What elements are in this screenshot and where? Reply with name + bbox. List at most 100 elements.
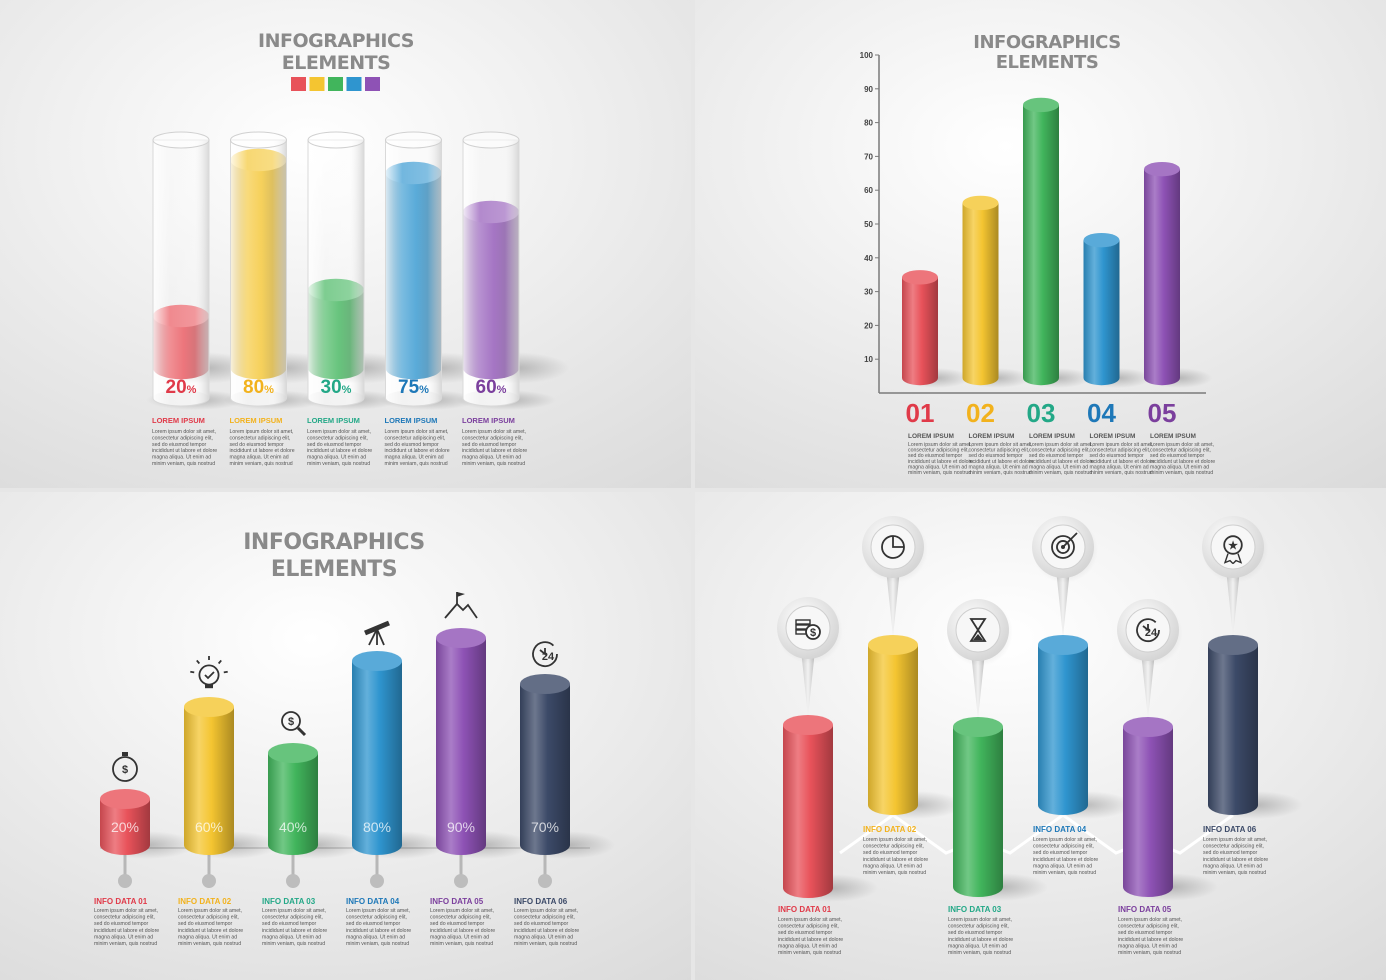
legend-swatch-2 bbox=[309, 77, 325, 91]
y-tick-label-50: 50 bbox=[864, 220, 873, 229]
glass-tube-2 bbox=[230, 139, 287, 407]
pin-stem-4 bbox=[1056, 569, 1070, 637]
category-6-body-line-6: minim veniam, quis nostrud bbox=[514, 941, 577, 947]
value-unit-3: % bbox=[342, 384, 352, 396]
category-5-body-line-2: consectetur adipiscing elit, bbox=[430, 915, 491, 921]
caption-2-body-line-2: consectetur adipiscing elit, bbox=[230, 435, 291, 441]
category-1-body-line-2: consectetur adipiscing elit, bbox=[94, 915, 155, 921]
category-label-1: 01 bbox=[906, 398, 935, 428]
category-label-3: INFO DATA 03 bbox=[948, 905, 1002, 914]
category-3-body-line-2: consectetur adipiscing elit, bbox=[948, 924, 1009, 930]
category-3-body-line-3: sed do eiusmod tempor bbox=[948, 930, 1002, 936]
caption-2-body-line-1: Lorem ipsum dolor sit amet, bbox=[969, 442, 1033, 448]
panel-3-background bbox=[0, 492, 691, 980]
category-6-body-line-4: incididunt ut labore et dolore bbox=[1203, 857, 1268, 863]
caption-5-body-line-5: magna aliqua. Ut enim ad bbox=[462, 455, 521, 461]
category-6-body-line-4: incididunt ut labore et dolore bbox=[514, 928, 579, 934]
caption-5-body-line-4: incididunt ut labore et dolore bbox=[462, 448, 527, 454]
legend-swatch-1 bbox=[291, 77, 306, 91]
caption-5-body-line-6: minim veniam, quis nostrud bbox=[462, 461, 525, 467]
caption-3-body-line-2: consectetur adipiscing elit, bbox=[307, 435, 368, 441]
glass-tube-rim-2 bbox=[230, 131, 287, 149]
category-1-body-line-2: consectetur adipiscing elit, bbox=[778, 924, 839, 930]
target-arrow bbox=[1062, 532, 1078, 548]
coins-dollar-icon: $ bbox=[795, 619, 821, 640]
category-5-body-line-4: incididunt ut labore et dolore bbox=[430, 928, 495, 934]
category-label-2: 02 bbox=[966, 398, 995, 428]
caption-3-body-line-5: magna aliqua. Ut enim ad bbox=[1029, 464, 1088, 470]
bar-4-top bbox=[352, 651, 402, 671]
value-label-4: 80% bbox=[363, 819, 391, 835]
caption-5-body-line-3: sed do eiusmod tempor bbox=[1150, 453, 1204, 459]
bar-3 bbox=[268, 753, 318, 855]
clock-arc bbox=[532, 641, 558, 668]
glass-tube-1 bbox=[152, 139, 210, 407]
value-number-3: 30 bbox=[321, 377, 342, 398]
caption-4-body-line-2: consectetur adipiscing elit, bbox=[385, 435, 446, 441]
category-label-3: 03 bbox=[1027, 398, 1056, 428]
caption-2-body-line-1: Lorem ipsum dolor sit amet, bbox=[230, 429, 294, 435]
value-label-4: 75% bbox=[398, 377, 429, 398]
category-label-2: INFO DATA 02 bbox=[178, 897, 232, 906]
bar-stem-dot-2 bbox=[202, 874, 216, 888]
category-6-body-line-2: consectetur adipiscing elit, bbox=[514, 915, 575, 921]
category-5-body-line-1: Lorem ipsum dolor sit amet, bbox=[1118, 917, 1182, 923]
bulb-ray-4 bbox=[190, 670, 195, 674]
pin-stem-3 bbox=[971, 652, 985, 719]
value-label-5: 90% bbox=[447, 819, 475, 835]
value-number-1: 20 bbox=[166, 377, 187, 398]
category-1-body-line-1: Lorem ipsum dolor sit amet, bbox=[94, 908, 158, 914]
caption-3-body-line-5: magna aliqua. Ut enim ad bbox=[307, 455, 366, 461]
bar-6 bbox=[1208, 645, 1258, 815]
value-label-5: 60% bbox=[476, 377, 507, 398]
panel-2-title-line-1: INFOGRAPHICS bbox=[973, 32, 1120, 53]
category-3-body-line-4: incididunt ut labore et dolore bbox=[262, 928, 327, 934]
bar-stem-dot-3 bbox=[286, 874, 300, 888]
category-2-body-line-2: consectetur adipiscing elit, bbox=[863, 844, 924, 850]
caption-4-body-line-6: minim veniam, quis nostrud bbox=[1090, 470, 1153, 476]
caption-5-body-line-4: incididunt ut labore et dolore bbox=[1150, 459, 1215, 465]
bar-stem-dot-6 bbox=[538, 874, 552, 888]
y-tick-label-80: 80 bbox=[864, 119, 873, 128]
panel-3-title-line-1: INFOGRAPHICS bbox=[243, 530, 424, 555]
value-unit-5: % bbox=[497, 384, 507, 396]
category-4-body-line-6: minim veniam, quis nostrud bbox=[1033, 870, 1096, 876]
category-3-body-line-5: magna aliqua. Ut enim ad bbox=[948, 943, 1007, 949]
category-1-body-line-5: magna aliqua. Ut enim ad bbox=[778, 943, 837, 949]
category-4-body-line-1: Lorem ipsum dolor sit amet, bbox=[346, 908, 410, 914]
bar-4-top bbox=[1083, 232, 1120, 248]
category-4-body-line-4: incididunt ut labore et dolore bbox=[1033, 857, 1098, 863]
panel-3-chart: 20% $ INFO DATA 01 Lorem ipsum dolor sit am… bbox=[94, 592, 615, 947]
category-6-body-line-3: sed do eiusmod tempor bbox=[1203, 850, 1257, 856]
target-ring-inner bbox=[1056, 540, 1070, 554]
category-1-body-line-4: incididunt ut labore et dolore bbox=[94, 928, 159, 934]
category-5-body-line-3: sed do eiusmod tempor bbox=[1118, 930, 1172, 936]
coins-dollar-icon-text: $ bbox=[810, 627, 816, 639]
glass-tube-5 bbox=[462, 139, 520, 407]
award-star-icon-text: ★ bbox=[1228, 540, 1238, 552]
category-4-body-line-5: magna aliqua. Ut enim ad bbox=[1033, 863, 1092, 869]
category-2-body-line-3: sed do eiusmod tempor bbox=[863, 850, 917, 856]
category-5-body-line-3: sed do eiusmod tempor bbox=[430, 921, 484, 927]
y-tick-label-90: 90 bbox=[864, 85, 873, 94]
caption-2-body-line-3: sed do eiusmod tempor bbox=[969, 453, 1023, 459]
y-tick-label-40: 40 bbox=[864, 254, 873, 263]
bar-2-top bbox=[962, 195, 999, 211]
caption-1-body-line-1: Lorem ipsum dolor sit amet, bbox=[152, 429, 216, 435]
caption-4-body-line-2: consectetur adipiscing elit, bbox=[1090, 448, 1151, 454]
caption-3-body-line-1: Lorem ipsum dolor sit amet, bbox=[1029, 442, 1093, 448]
panel-4-chart: $ INFO DATA 01 Lorem ipsum dolor sit amet,… bbox=[777, 516, 1303, 956]
category-5-body-line-1: Lorem ipsum dolor sit amet, bbox=[430, 908, 494, 914]
glass-tube-3 bbox=[307, 139, 365, 407]
award-medal bbox=[1223, 535, 1243, 555]
caption-1-body-line-6: minim veniam, quis nostrud bbox=[152, 461, 215, 467]
mountain-peaks bbox=[444, 602, 478, 619]
caption-1-body-line-2: consectetur adipiscing elit, bbox=[152, 435, 213, 441]
bar-1-top bbox=[783, 715, 833, 735]
category-4-body-line-2: consectetur adipiscing elit, bbox=[346, 915, 407, 921]
legend-swatch-3 bbox=[328, 77, 343, 91]
caption-4-body-line-5: magna aliqua. Ut enim ad bbox=[385, 455, 444, 461]
bulb-ray-5 bbox=[223, 670, 228, 674]
category-1-body-line-3: sed do eiusmod tempor bbox=[94, 921, 148, 927]
bar-6-top bbox=[520, 674, 570, 694]
